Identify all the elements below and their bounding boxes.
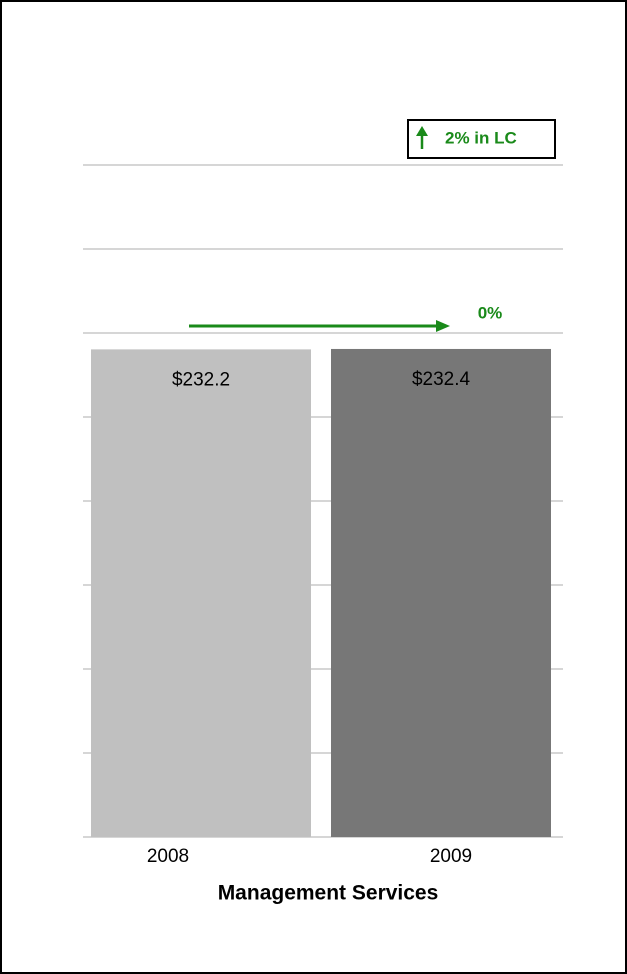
bar: [91, 349, 311, 837]
bar: [331, 348, 551, 837]
annotation-box: [407, 119, 556, 159]
value-label: $232.2: [172, 369, 230, 390]
bars: $232.2 2008 $232.4 2009: [91, 348, 551, 867]
change-arrow-head: [436, 320, 450, 332]
x-tick-label: 2009: [430, 846, 472, 867]
x-axis-title: Management Services: [218, 882, 439, 905]
value-label: $232.4: [412, 369, 471, 390]
up-arrow-head: [416, 126, 428, 136]
annotation: 0%: [478, 303, 503, 322]
annotation: 2% in LC: [445, 128, 517, 147]
x-tick-label: 2008: [147, 846, 189, 867]
